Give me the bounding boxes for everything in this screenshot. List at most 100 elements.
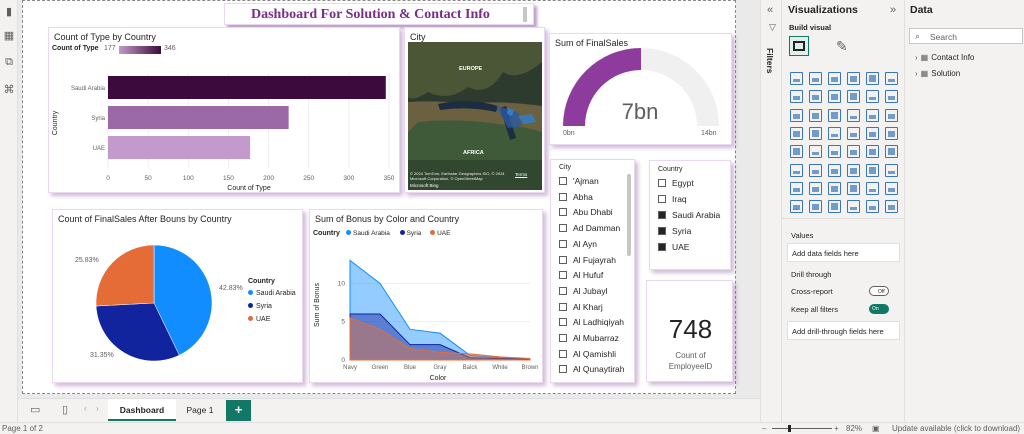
city-option[interactable]: 'Ajman [559,176,599,186]
checkbox[interactable] [658,179,666,187]
visual-type-icon[interactable] [828,126,841,140]
visual-type-icon[interactable] [847,90,860,104]
checkbox[interactable] [559,224,567,233]
visual-type-icon[interactable] [885,163,898,177]
visual-type-icon[interactable] [847,108,860,122]
visual-type-icon[interactable] [828,90,841,104]
area-legend-item[interactable]: Syria [399,230,421,237]
visual-type-icon[interactable] [885,126,898,140]
dax-query-icon[interactable]: ⌘ [3,84,15,96]
checkbox[interactable] [559,302,567,311]
city-option[interactable]: Al Qamishli [559,349,616,359]
visual-type-icon[interactable] [809,163,822,177]
visual-type-icon[interactable] [885,72,898,85]
visual-type-icon[interactable] [885,145,898,159]
tab-page-1[interactable]: Page 1 [186,405,214,415]
visual-type-icon[interactable] [866,163,879,177]
city-option[interactable]: Ad Damman [559,223,620,233]
zoom-slider[interactable] [772,428,832,429]
city-option[interactable]: Al Ladhiqiyah [559,317,624,327]
pie-legend-item[interactable]: Syria [248,303,272,310]
country-option[interactable]: Saudi Arabia [658,210,720,220]
collapse-filters-icon[interactable]: « [767,4,774,16]
zoom-out-button[interactable]: – [762,424,767,433]
desktop-layout-icon[interactable]: ▭ [30,404,41,416]
data-table-item[interactable]: › ▦ Contact Info [915,53,974,62]
city-option[interactable]: Al Qunaytirah [559,364,625,374]
map-image[interactable] [408,42,542,190]
city-option[interactable]: Al Jubayl [559,286,608,296]
checkbox[interactable] [559,255,567,264]
checkbox[interactable] [559,334,567,342]
country-slicer[interactable]: Country Egypt Iraq Saudi Arabia Syria UAE [649,160,731,270]
format-visual-icon[interactable]: ✎ [836,38,848,54]
visual-type-icon[interactable] [790,72,803,85]
visual-type-icon[interactable] [809,200,822,214]
checkbox[interactable] [658,211,666,219]
checkbox[interactable] [559,192,567,201]
map-visual[interactable]: City EUROPE AFRICA © 2024 TomTom, Earths… [404,27,545,193]
cross-report-toggle[interactable]: Off [869,286,889,296]
visual-type-icon[interactable] [790,145,803,159]
visual-type-icon[interactable] [847,200,860,214]
filters-label[interactable]: Filters [765,48,775,74]
visual-type-icon[interactable] [828,163,841,177]
add-page-button[interactable]: + [226,400,251,421]
gauge-visual[interactable]: Sum of FinalSales 7bn 0bn 14bn [549,33,732,145]
tab-scroll-left-icon[interactable]: ‹ [84,404,87,413]
visual-type-icon[interactable] [809,108,822,122]
visual-type-icon[interactable] [828,145,841,159]
mobile-layout-icon[interactable]: ▯ [62,404,69,416]
keep-filters-toggle[interactable]: On [869,304,889,314]
visual-type-icon[interactable] [790,108,803,122]
city-option[interactable]: Al Mubarraz [559,333,619,343]
visual-type-icon[interactable] [809,145,822,159]
employee-count-card[interactable]: 748 Count of EmployeeID [646,280,733,382]
visual-type-icon[interactable] [809,90,822,104]
visual-type-icon[interactable] [885,200,898,214]
fit-page-icon[interactable]: ▣ [872,424,880,433]
checkbox[interactable] [559,208,567,217]
bar-chart-visual[interactable]: Count of Type by Country Count of Type 1… [48,27,400,193]
visual-type-icon[interactable] [790,90,803,104]
zoom-in-button[interactable]: + [834,424,839,433]
zoom-slider-thumb[interactable] [788,425,791,432]
more-visuals[interactable]: ... [789,201,799,213]
checkbox[interactable] [658,195,666,203]
visual-type-icon[interactable] [809,72,822,85]
visual-type-icon[interactable] [885,181,898,195]
visual-type-icon[interactable] [866,108,879,122]
tab-scroll-right-icon[interactable]: › [96,404,99,413]
visual-type-icon[interactable] [847,145,860,159]
dashboard-title-box[interactable]: Dashboard For Solution & Contact Info [224,3,534,25]
build-visual-tab[interactable] [789,36,809,56]
checkbox[interactable] [559,286,567,295]
visual-type-icon[interactable] [828,72,841,85]
checkbox[interactable] [559,177,567,185]
country-option[interactable]: Iraq [658,194,687,204]
model-view-icon[interactable]: ⧉ [5,56,13,68]
data-search-input[interactable]: Search [930,32,957,42]
update-notice[interactable]: Update available (click to download) [892,424,1021,433]
visual-type-icon[interactable] [866,90,879,104]
visual-type-icon[interactable] [809,181,822,195]
area-legend-item[interactable]: Saudi Arabia [346,230,390,237]
visual-type-icon[interactable] [790,200,803,214]
tab-dashboard[interactable]: Dashboard [108,399,176,421]
pie-legend-item[interactable]: UAE [248,316,270,323]
checkbox[interactable] [559,318,567,327]
city-option[interactable]: Al Ayn [559,239,597,249]
map-terms-link[interactable]: Terms [515,172,528,177]
checkbox[interactable] [559,239,567,248]
visual-type-icon[interactable] [828,200,841,214]
visual-type-icon[interactable] [847,181,860,195]
visual-type-icon[interactable] [790,126,803,140]
area-legend-item[interactable]: UAE [430,230,450,237]
visual-type-icon[interactable] [790,163,803,177]
visual-type-icon[interactable] [847,126,860,140]
visual-type-icon[interactable] [790,181,803,195]
table-view-icon[interactable]: ▦ [3,30,15,42]
visual-type-icon[interactable] [885,90,898,104]
visual-type-icon[interactable] [866,200,879,214]
checkbox[interactable] [658,243,666,251]
